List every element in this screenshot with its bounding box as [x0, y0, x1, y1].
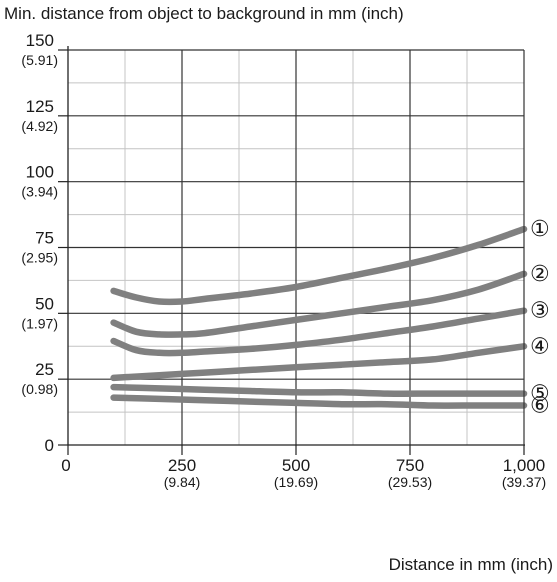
- series-line-4: [110, 343, 528, 382]
- series-line-1: [110, 225, 528, 306]
- x-tick-label: 250: [168, 456, 196, 475]
- series-line-5: [110, 383, 528, 397]
- y-tick-label: 100: [26, 163, 54, 182]
- series-line-3: [110, 307, 528, 357]
- x-tick-sublabel: (19.69): [274, 474, 318, 490]
- series-marker-2: ②: [530, 261, 550, 286]
- y-tick-label: 75: [35, 229, 54, 248]
- x-axis-label: Distance in mm (inch): [388, 555, 553, 574]
- y-tick-sublabel: (2.95): [21, 250, 58, 266]
- y-tick-sublabel: (5.91): [21, 52, 58, 68]
- chart-title: Min. distance from object to background …: [4, 4, 404, 23]
- x-tick-label: 750: [396, 456, 424, 475]
- series-marker-4: ④: [530, 333, 550, 358]
- series-marker-3: ③: [530, 298, 550, 323]
- x-tick-sublabel: (9.84): [164, 474, 201, 490]
- y-tick-label: 25: [35, 360, 54, 379]
- y-tick-sublabel: (4.92): [21, 118, 58, 134]
- x-tick-label: 0: [61, 456, 70, 475]
- series-line-6: [110, 394, 528, 409]
- y-tick-sublabel: (1.97): [21, 315, 58, 331]
- x-tick-label: 1,000: [503, 456, 546, 475]
- series-marker-1: ①: [530, 216, 550, 241]
- y-tick-label: 125: [26, 97, 54, 116]
- series-line-2: [110, 270, 528, 338]
- series-marker-6: ⑥: [530, 393, 550, 418]
- series-marker-5: ⑤: [530, 381, 550, 406]
- y-tick-label: 150: [26, 31, 54, 50]
- y-tick-label: 50: [35, 294, 54, 313]
- y-tick-sublabel: (0.98): [21, 381, 58, 397]
- x-tick-sublabel: (39.37): [502, 474, 546, 490]
- x-tick-label: 500: [282, 456, 310, 475]
- y-tick-label: 0: [45, 436, 54, 455]
- x-tick-sublabel: (29.53): [388, 474, 432, 490]
- y-tick-sublabel: (3.94): [21, 184, 58, 200]
